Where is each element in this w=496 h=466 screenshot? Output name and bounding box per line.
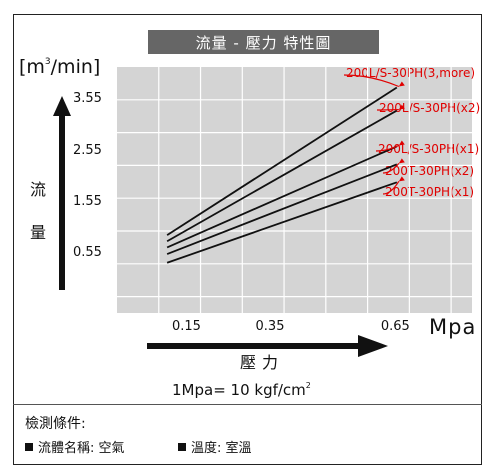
series-leader-arrowhead-2 (398, 104, 405, 110)
chart-frame (13, 14, 482, 465)
bullet-square-icon (178, 443, 186, 451)
y-axis-arrow-head (53, 96, 71, 116)
series-line-5 (166, 181, 398, 264)
series-line-2 (166, 109, 398, 243)
chart-title: 流量 - 壓力 特性圖 (148, 30, 379, 54)
series-label-3: 200L/S-30PH(x1) (378, 142, 480, 156)
y-axis-label-char-2: 量 (30, 223, 47, 242)
series-leader-1 (343, 74, 400, 88)
y-tick-label: 0.55 (73, 245, 102, 261)
condition-fluid: 流體名稱: 空氣 (25, 437, 125, 456)
x-axis-label: 壓力 (240, 353, 285, 372)
series-leader-arrowhead-4 (398, 158, 405, 164)
y-tick-label: 2.55 (73, 142, 102, 158)
series-line-4 (166, 163, 398, 255)
x-tick-label: 0.15 (172, 319, 201, 334)
series-label-2: 200L/S-30PH(x2) (379, 101, 481, 115)
x-axis-unit: Mpa (429, 315, 477, 339)
plot-area (117, 67, 472, 313)
series-label-5: 200T-30PH(x1) (385, 185, 475, 199)
y-axis-unit: [m3/min] (19, 56, 101, 78)
conditions-divider (13, 404, 482, 405)
y-tick-label: 1.55 (73, 193, 102, 209)
series-line-1 (166, 86, 398, 236)
series-label-4: 200T-30PH(x2) (385, 164, 475, 178)
y-axis-label-char-1: 流 (30, 180, 47, 199)
series-leader-3 (375, 144, 400, 152)
bullet-square-icon (25, 443, 33, 451)
x-tick-label: 0.65 (380, 319, 410, 334)
series-leader-4 (382, 162, 400, 174)
condition-temperature: 溫度: 室溫 (178, 437, 252, 456)
series-leader-5 (382, 180, 400, 195)
x-axis-arrow-head (358, 335, 388, 357)
series-line-3 (166, 145, 398, 249)
unit-conversion-note: 1Mpa= 10 kgf/cm2 (172, 381, 311, 399)
y-tick-label: 3.55 (73, 91, 102, 107)
series-leader-arrowhead-1 (398, 81, 405, 87)
test-conditions-title: 檢測條件: (25, 416, 86, 432)
series-label-1: 200L/S-30PH(3,more) (346, 66, 476, 80)
x-tick-label: 0.35 (255, 319, 285, 334)
series-leader-arrowhead-3 (398, 140, 405, 146)
series-leader-arrowhead-5 (398, 176, 405, 182)
